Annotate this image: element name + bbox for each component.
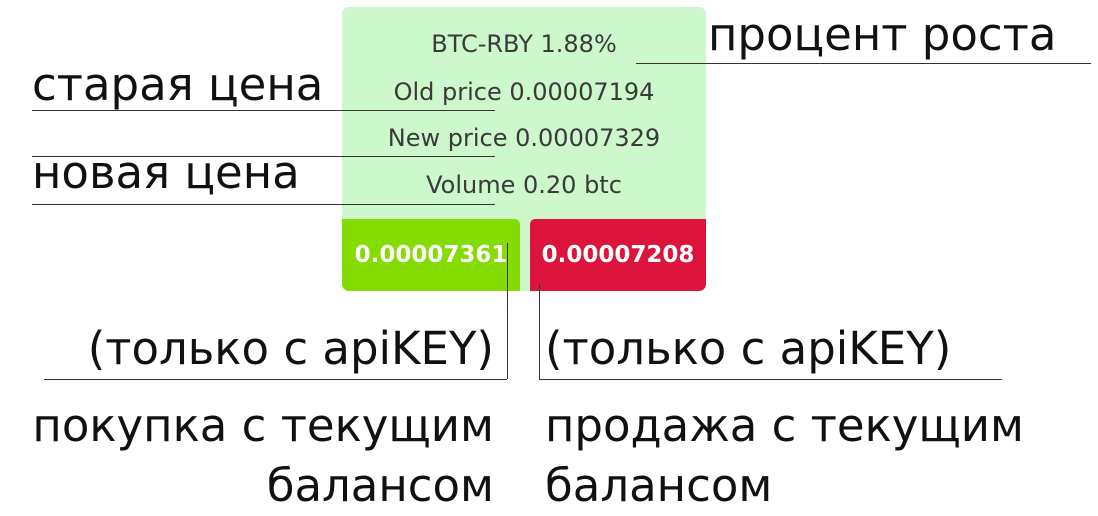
annotation-sell-line-2: балансом [545, 459, 773, 512]
old-price-row: Old price 0.00007194 [342, 77, 706, 107]
buy-button[interactable]: 0.00007361 [342, 219, 520, 291]
new-price-row: New price 0.00007329 [342, 123, 706, 153]
leader-line-old-price [32, 110, 495, 111]
leader-line-sell-horizontal [539, 379, 1002, 380]
annotation-buy-line-1: покупка с текущим [32, 399, 494, 452]
annotation-old-price: старая цена [32, 58, 324, 111]
leader-line-buy-vertical [507, 243, 508, 379]
annotation-new-price: новая цена [32, 146, 300, 199]
new-price-label: New price [387, 124, 508, 152]
annotation-api-key-buy: (только с apiKEY) [87, 322, 494, 375]
leader-line-new-price-top [32, 156, 495, 157]
annotation-sell-description: продажа с текущим балансом [545, 396, 1024, 516]
annotation-api-key-sell: (только с apiKEY) [545, 322, 952, 375]
old-price-value: 0.00007194 [509, 78, 655, 106]
old-price-label: Old price [393, 78, 502, 106]
new-price-value: 0.00007329 [515, 124, 661, 152]
sell-button[interactable]: 0.00007208 [530, 219, 706, 291]
annotation-buy-description: покупка с текущим балансом [32, 396, 494, 516]
ticker-pair: BTC-RBY [431, 30, 533, 58]
leader-line-sell-vertical [539, 284, 540, 379]
volume-row: Volume 0.20 btc [342, 170, 706, 200]
annotation-growth-percent: процент роста [708, 8, 1057, 61]
ticker-card: BTC-RBY 1.88% Old price 0.00007194 New p… [342, 7, 706, 291]
annotation-buy-line-2: балансом [266, 459, 494, 512]
volume-value: 0.20 btc [523, 171, 622, 199]
volume-label: Volume [426, 171, 516, 199]
ticker-change: 1.88% [540, 30, 617, 58]
leader-line-new-price-bottom [32, 204, 495, 205]
leader-line-buy-horizontal [44, 379, 507, 380]
ticker-title: BTC-RBY 1.88% [342, 29, 706, 59]
annotation-sell-line-1: продажа с текущим [545, 399, 1024, 452]
leader-line-growth [636, 63, 1091, 64]
